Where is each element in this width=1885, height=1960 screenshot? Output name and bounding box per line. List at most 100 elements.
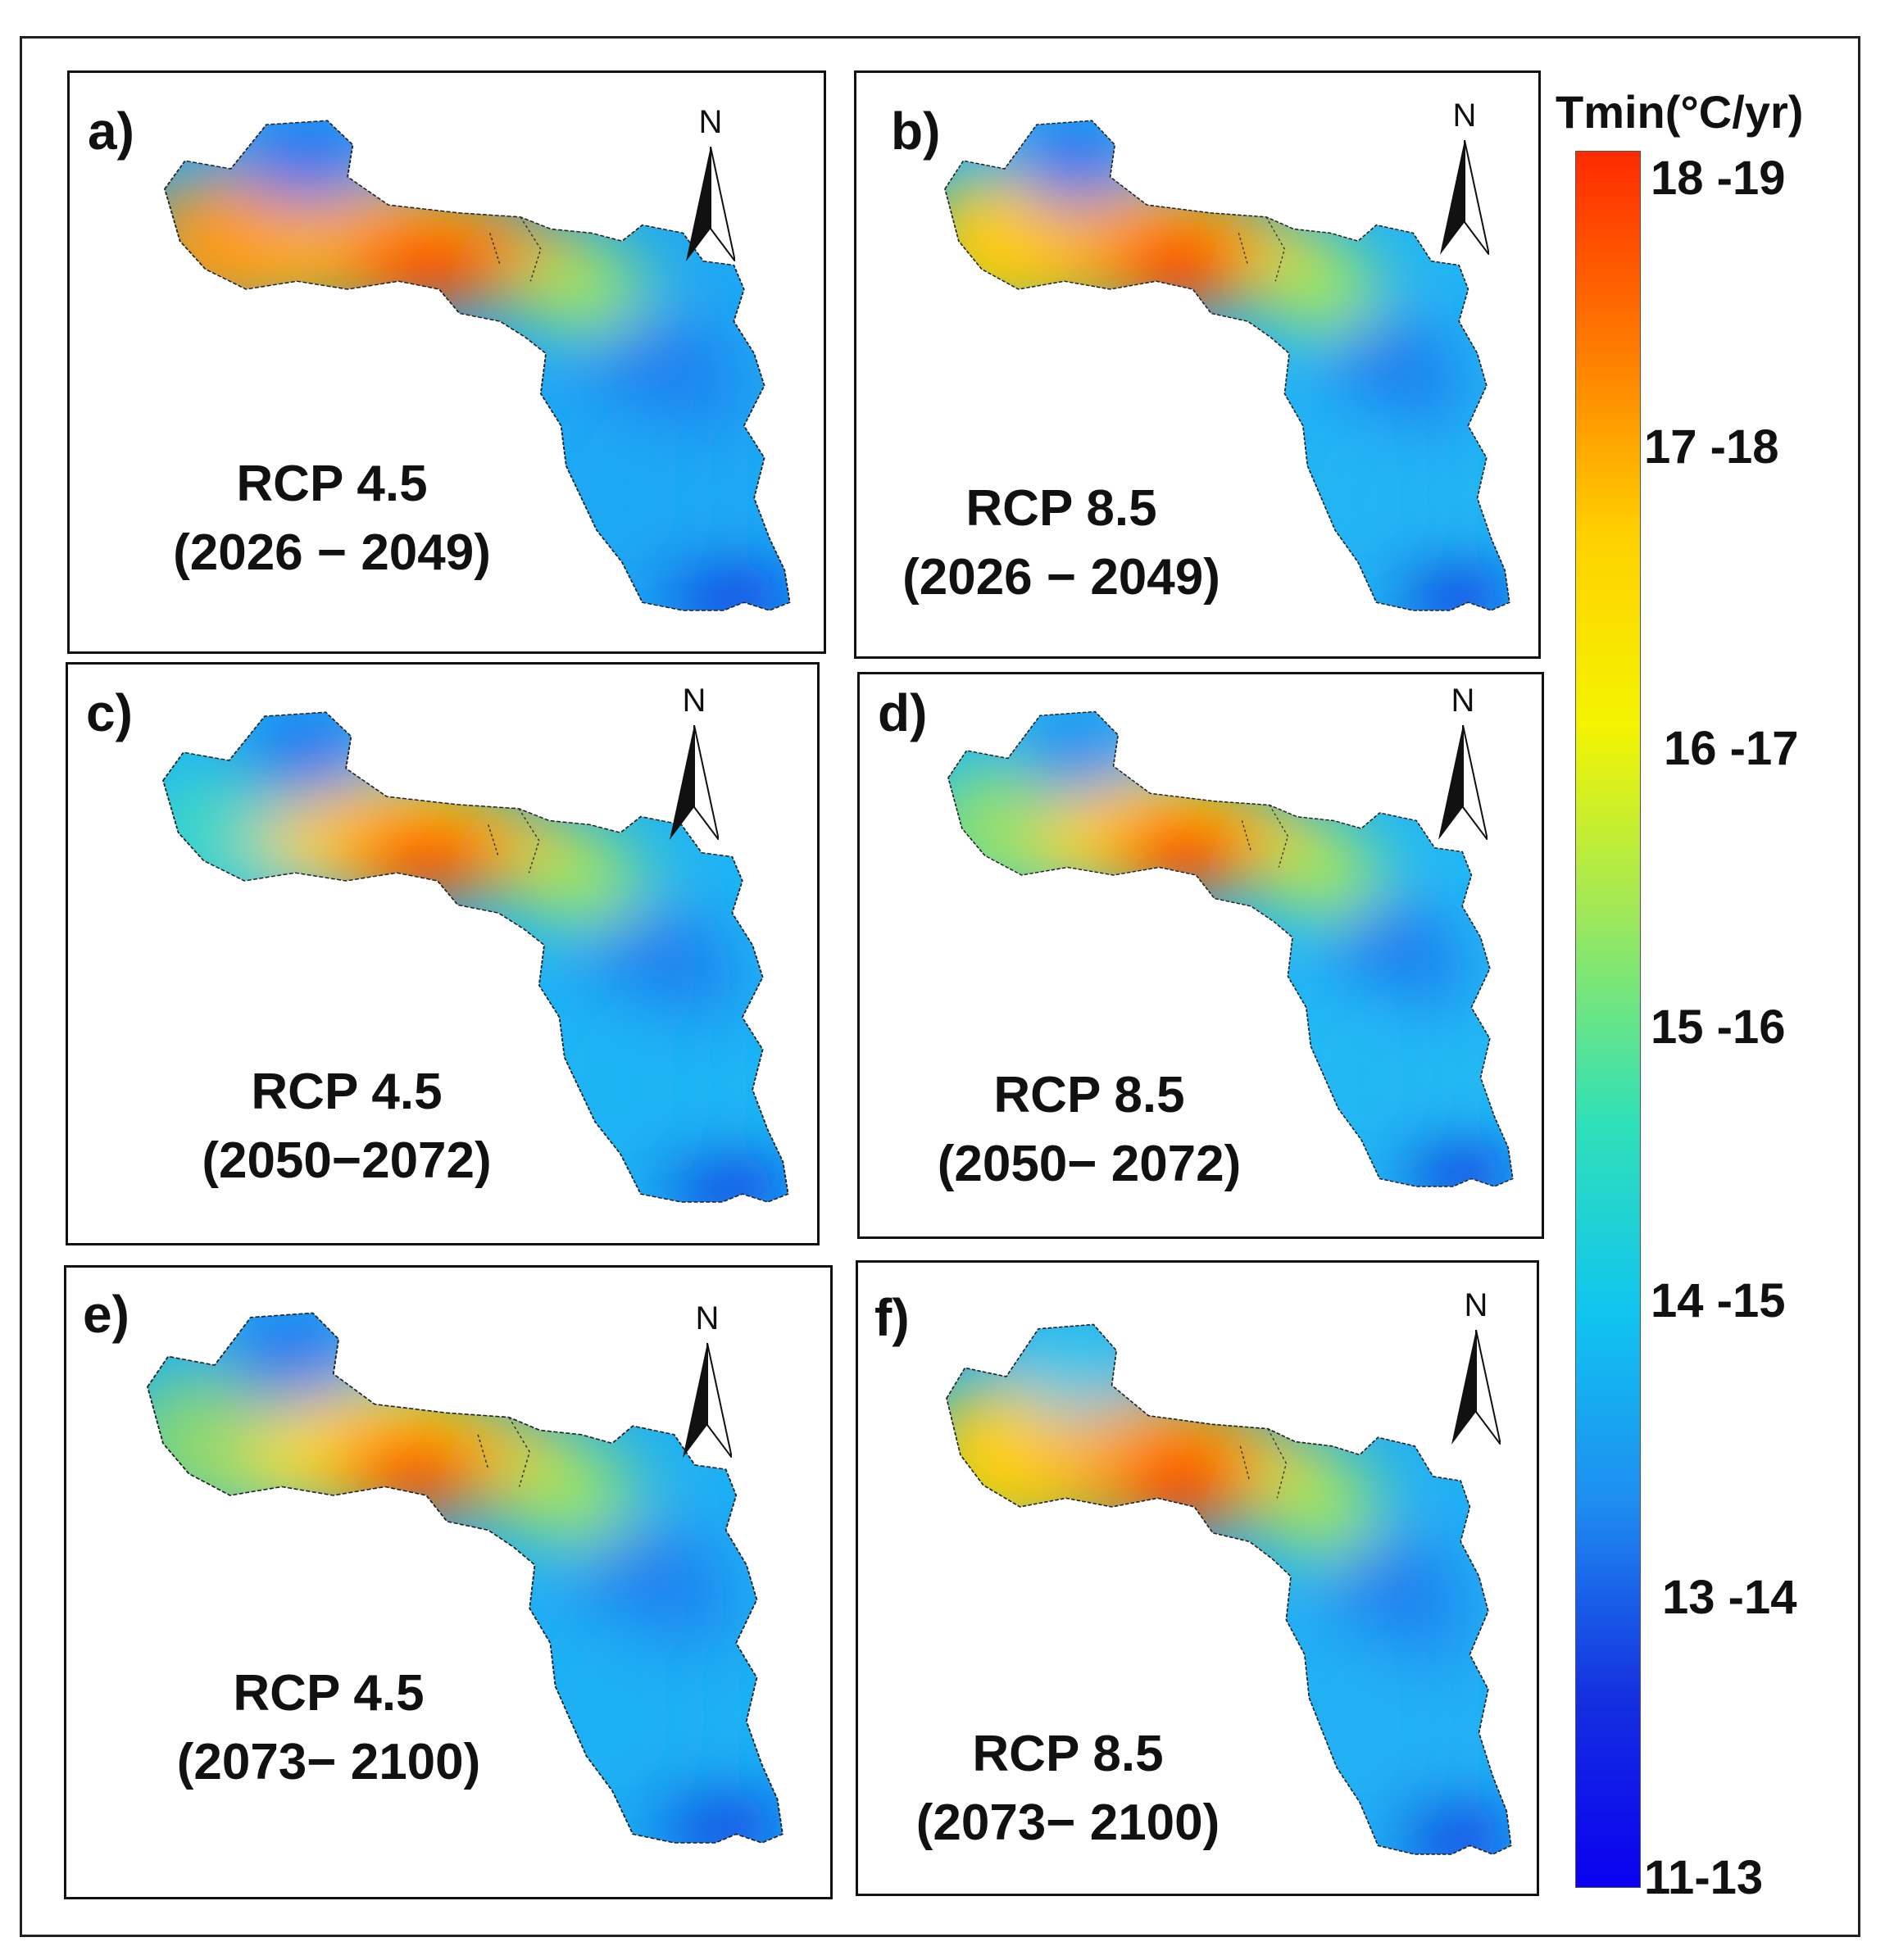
value-zone bbox=[1266, 241, 1377, 338]
region-border bbox=[946, 1323, 1512, 1855]
legend-color-bar bbox=[1575, 151, 1641, 1888]
value-zone bbox=[519, 833, 641, 929]
north-arrow-dark-half bbox=[1440, 140, 1465, 255]
period-text: (2050−2072) bbox=[202, 1132, 492, 1189]
north-arrow-dark-half bbox=[686, 147, 711, 261]
panel-a: a) RCP 4.5 (2026 − 2049) N bbox=[67, 70, 826, 654]
temperature-map bbox=[944, 120, 1510, 611]
north-arrow-light-half bbox=[1475, 1330, 1501, 1445]
legend-tick-label: 15 -16 bbox=[1651, 1000, 1786, 1054]
rcp-text: RCP 4.5 bbox=[236, 456, 428, 512]
rcp-text: RCP 8.5 bbox=[993, 1067, 1185, 1123]
period-text: (2026 − 2049) bbox=[902, 549, 1220, 606]
period-text: (2073− 2100) bbox=[915, 1794, 1220, 1851]
internal-boundary bbox=[1239, 1428, 1288, 1499]
north-arrow-icon bbox=[670, 725, 719, 840]
legend-tick-label: 13 -14 bbox=[1662, 1571, 1797, 1624]
legend-tick-label: 17 -18 bbox=[1644, 420, 1779, 474]
value-zone bbox=[509, 1443, 634, 1548]
region-border bbox=[947, 710, 1514, 1187]
panel-c: c) RCP 4.5 (2050−2072) N bbox=[66, 662, 820, 1245]
scenario-label: RCP 8.5 (2050− 2072) bbox=[860, 1061, 1319, 1199]
value-zone bbox=[662, 562, 785, 611]
north-letter: N bbox=[695, 1300, 720, 1336]
map-blobs bbox=[947, 1324, 1507, 1854]
internal-boundary bbox=[489, 216, 542, 282]
value-zone bbox=[1268, 1454, 1379, 1559]
rcp-text: RCP 4.5 bbox=[233, 1665, 425, 1722]
legend-tick-label: 14 -15 bbox=[1651, 1274, 1786, 1327]
panel-label: c) bbox=[86, 683, 133, 742]
value-zone bbox=[1396, 1802, 1507, 1854]
value-zone bbox=[661, 1154, 784, 1203]
north-arrow-dark-half bbox=[1451, 1330, 1476, 1445]
north-arrow-light-half bbox=[710, 147, 735, 261]
value-zone bbox=[1277, 1628, 1442, 1837]
north-arrow-icon bbox=[1451, 1330, 1501, 1445]
internal-boundary bbox=[488, 808, 540, 873]
panel-label: e) bbox=[83, 1285, 129, 1344]
value-zone bbox=[1021, 711, 1133, 798]
north-letter: N bbox=[682, 683, 706, 719]
north-arrow-icon bbox=[1440, 140, 1489, 255]
scenario-label: RCP 4.5 (2050−2072) bbox=[117, 1058, 576, 1196]
panel-e: e) RCP 4.5 (2073− 2100) N bbox=[64, 1265, 833, 1899]
north-letter: N bbox=[1452, 98, 1477, 134]
legend-tick-label: 11-13 bbox=[1644, 1851, 1764, 1904]
panel-d: d) RCP 8.5 (2050− 2072) N bbox=[857, 672, 1544, 1239]
temperature-map bbox=[146, 1312, 784, 1844]
region-border bbox=[164, 120, 791, 611]
period-text: (2050− 2072) bbox=[937, 1136, 1242, 1192]
value-zone bbox=[1270, 828, 1380, 922]
panel-label: d) bbox=[878, 683, 928, 742]
panel-f: f) RCP 8.5 (2073− 2100) N bbox=[856, 1260, 1539, 1896]
scenario-label: RCP 8.5 (2073− 2100) bbox=[858, 1720, 1297, 1858]
scenario-label: RCP 4.5 (2026 − 2049) bbox=[102, 450, 561, 588]
figure-frame bbox=[20, 36, 1860, 1937]
value-zone bbox=[1018, 120, 1129, 210]
panel-b: b) RCP 8.5 (2026 − 2049) N bbox=[854, 70, 1541, 659]
rcp-text: RCP 4.5 bbox=[251, 1064, 443, 1120]
internal-boundary bbox=[477, 1417, 531, 1487]
north-arrow-dark-half bbox=[670, 725, 694, 840]
period-text: (2073− 2100) bbox=[176, 1734, 481, 1790]
panel-label: a) bbox=[88, 102, 134, 161]
north-arrow-light-half bbox=[693, 725, 719, 840]
value-zone bbox=[1020, 1324, 1131, 1420]
legend-tick-label: 16 -17 bbox=[1664, 722, 1799, 775]
legend-title: Tmin(°C/yr) bbox=[1556, 86, 1804, 138]
value-zone bbox=[244, 712, 367, 801]
value-zone bbox=[246, 120, 369, 210]
panel-label: b) bbox=[891, 102, 941, 161]
panel-label: f) bbox=[874, 1288, 910, 1347]
north-letter: N bbox=[1451, 683, 1475, 719]
value-zone bbox=[653, 1790, 778, 1843]
rcp-text: RCP 8.5 bbox=[965, 480, 1157, 537]
north-arrow-dark-half bbox=[683, 1343, 707, 1458]
legend-tick-label: 18 -19 bbox=[1651, 152, 1786, 205]
scenario-label: RCP 4.5 (2073− 2100) bbox=[99, 1659, 558, 1797]
region-border bbox=[162, 711, 789, 1203]
north-arrow-icon bbox=[686, 147, 735, 261]
temperature-map bbox=[946, 1323, 1512, 1855]
north-arrow-icon bbox=[683, 1343, 732, 1458]
value-zone bbox=[520, 241, 643, 338]
north-arrow-icon bbox=[1438, 725, 1488, 840]
north-arrow-dark-half bbox=[1438, 725, 1463, 840]
value-zone bbox=[1275, 402, 1441, 595]
region-border bbox=[146, 1312, 784, 1844]
value-zone bbox=[1397, 1140, 1509, 1187]
internal-boundary bbox=[1238, 216, 1286, 282]
temperature-map bbox=[947, 710, 1514, 1187]
rcp-text: RCP 8.5 bbox=[972, 1726, 1164, 1782]
north-arrow-light-half bbox=[1462, 725, 1488, 840]
internal-boundary bbox=[1241, 805, 1289, 868]
region-border bbox=[944, 120, 1510, 611]
value-zone bbox=[1394, 562, 1506, 611]
north-letter: N bbox=[698, 104, 723, 140]
scenario-label: RCP 8.5 (2026 − 2049) bbox=[856, 474, 1291, 612]
north-letter: N bbox=[1464, 1287, 1488, 1323]
north-arrow-light-half bbox=[1464, 140, 1489, 255]
period-text: (2026 − 2049) bbox=[173, 524, 491, 581]
temperature-map bbox=[164, 120, 791, 611]
